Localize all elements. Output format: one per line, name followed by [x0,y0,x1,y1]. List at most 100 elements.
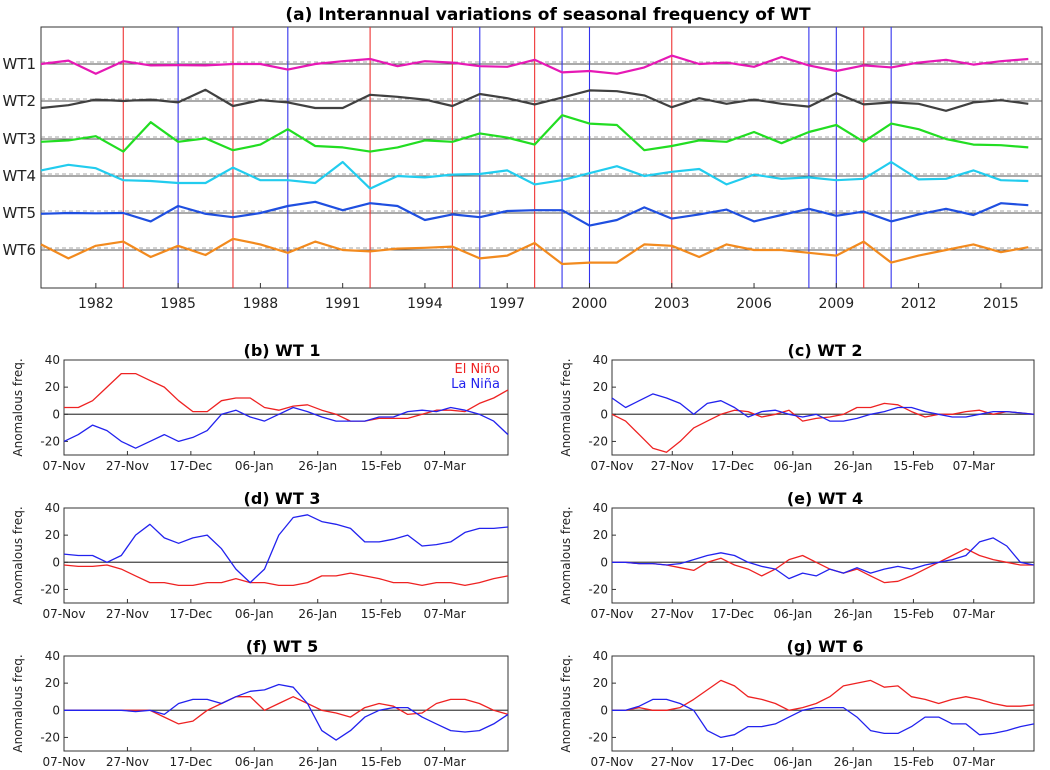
x-tick-label-c-1: 27-Nov [651,459,694,473]
plot-area-c [611,359,1035,456]
y-tick-label-g-40: 40 [593,649,608,663]
x-tick-label-1997: 1997 [489,296,525,312]
x-tick-label-g-2: 17-Dec [711,755,754,769]
x-tick-label-b-1: 27-Nov [106,459,149,473]
panel-g: 40 20 0 -20 07-Nov 27-Nov 17-Dec 06-Jan 26-Jan 15… [559,649,1035,769]
y-tick-label-f-40: 40 [45,649,60,663]
x-tick-label-1991: 1991 [325,296,361,312]
y-tick-label-e-40: 40 [593,501,608,515]
series-line-d-la-nina [63,514,509,584]
y-tick-label-b-40: 40 [45,353,60,367]
legend-entry-la-nina: La Niña [451,377,500,392]
y-tick-label-e-20: 20 [593,528,608,542]
plot-area-d [63,507,509,604]
x-tick-label-1994: 1994 [407,296,443,312]
chart-d-title: (d) WT 3 [244,489,321,508]
row-label-wt5: WT5 [2,204,36,222]
y-tick-label-c-20: 20 [593,380,608,394]
chart-a-title: (a) Interannual variations of seasonal f… [285,5,811,25]
x-tick-label-d-1: 27-Nov [106,607,149,621]
y-axis-label-e: Anomalous freq. [559,506,573,604]
x-tick-label-2003: 2003 [654,296,690,312]
row-label-wt4: WT4 [2,167,36,185]
y-tick-label-b--20: -20 [40,434,60,448]
x-tick-label-d-5: 15-Feb [361,607,402,621]
x-tick-label-g-5: 15-Feb [893,755,934,769]
y-tick-label-f-20: 20 [45,676,60,690]
row-label-wt2: WT2 [2,92,36,110]
x-tick-label-c-3: 06-Jan [773,459,812,473]
series-line-wt1 [40,54,1029,75]
x-tick-label-e-1: 27-Nov [651,607,694,621]
x-tick-label-g-6: 07-Mar [953,755,995,769]
series-line-e-el-nino [612,548,1034,584]
y-axis-label-d: Anomalous freq. [11,506,25,604]
x-tick-label-f-1: 27-Nov [106,755,149,769]
y-tick-label-d-20: 20 [45,528,60,542]
y-tick-label-c-40: 40 [593,353,608,367]
x-tick-label-f-2: 17-Dec [169,755,212,769]
series-line-e-la-nina [612,537,1035,580]
x-tick-label-1982: 1982 [78,296,114,312]
y-tick-label-d-40: 40 [45,501,60,515]
y-tick-label-f-0: 0 [52,703,60,717]
x-tick-label-g-3: 06-Jan [773,755,812,769]
x-tick-label-2006: 2006 [736,296,772,312]
x-tick-label-d-0: 07-Nov [42,607,85,621]
series-line-f-la-nina [64,683,509,741]
y-tick-label-d-0: 0 [52,555,60,569]
x-tick-label-b-3: 06-Jan [235,459,274,473]
x-tick-label-f-0: 07-Nov [42,755,85,769]
panel-b: 40 20 0 -20 07-Nov 27-Nov 17-Dec 06-Jan 26-Jan 15… [11,353,509,473]
y-tick-label-c--20: -20 [588,434,608,448]
series-line-b-la-nina [63,406,509,449]
y-tick-label-e-0: 0 [600,555,608,569]
chart-c-title: (c) WT 2 [788,341,863,360]
x-tick-label-c-6: 07-Mar [953,459,995,473]
x-tick-label-1985: 1985 [160,296,196,312]
x-tick-label-c-4: 26-Jan [834,459,873,473]
x-tick-label-d-3: 06-Jan [235,607,274,621]
panel-a: WT1 WT2 WT3 WT4 WT5 WT6 1982 1985 1988 1991 1994 19… [2,26,1043,312]
x-tick-label-g-4: 26-Jan [834,755,873,769]
y-tick-label-d--20: -20 [40,582,60,596]
x-tick-label-f-5: 15-Feb [361,755,402,769]
x-tick-label-d-4: 26-Jan [298,607,337,621]
row-label-wt3: WT3 [2,130,36,148]
x-tick-label-f-6: 07-Mar [423,755,465,769]
series-line-c-la-nina [611,393,1035,422]
y-tick-label-g--20: -20 [588,730,608,744]
chart-g-title: (g) WT 6 [787,637,864,656]
chart-e-title: (e) WT 4 [787,489,863,508]
series-line-wt5 [40,200,1029,227]
x-tick-label-2000: 2000 [572,296,608,312]
x-tick-label-2015: 2015 [983,296,1019,312]
x-tick-label-c-2: 17-Dec [711,459,754,473]
legend-entry-el-nino: El Niño [455,362,501,377]
row-label-wt1: WT1 [2,55,36,73]
x-tick-label-b-0: 07-Nov [42,459,85,473]
x-tick-label-2012: 2012 [901,296,937,312]
chart-f-title: (f) WT 5 [246,637,318,656]
y-tick-label-b-20: 20 [45,380,60,394]
y-axis-label-g: Anomalous freq. [559,654,573,752]
series-line-g-el-nino [612,679,1035,711]
x-tick-label-e-3: 06-Jan [773,607,812,621]
y-tick-label-g-0: 0 [600,703,608,717]
x-tick-label-e-2: 17-Dec [711,607,754,621]
x-tick-label-1988: 1988 [243,296,279,312]
x-tick-label-b-6: 07-Mar [423,459,465,473]
plot-area-f [63,655,509,752]
plot-area-g [611,655,1035,752]
x-tick-label-e-6: 07-Mar [953,607,995,621]
series-line-wt2 [40,88,1029,112]
row-label-wt6: WT6 [2,241,36,259]
panel-e: 40 20 0 -20 07-Nov 27-Nov 17-Dec 06-Jan 26-Jan 15… [559,501,1035,621]
x-tick-label-g-1: 27-Nov [651,755,694,769]
y-tick-label-c-0: 0 [600,407,608,421]
plot-area-e [611,507,1035,604]
series-line-wt3 [40,114,1029,153]
x-tick-label-f-4: 26-Jan [298,755,337,769]
x-tick-label-f-3: 06-Jan [235,755,274,769]
